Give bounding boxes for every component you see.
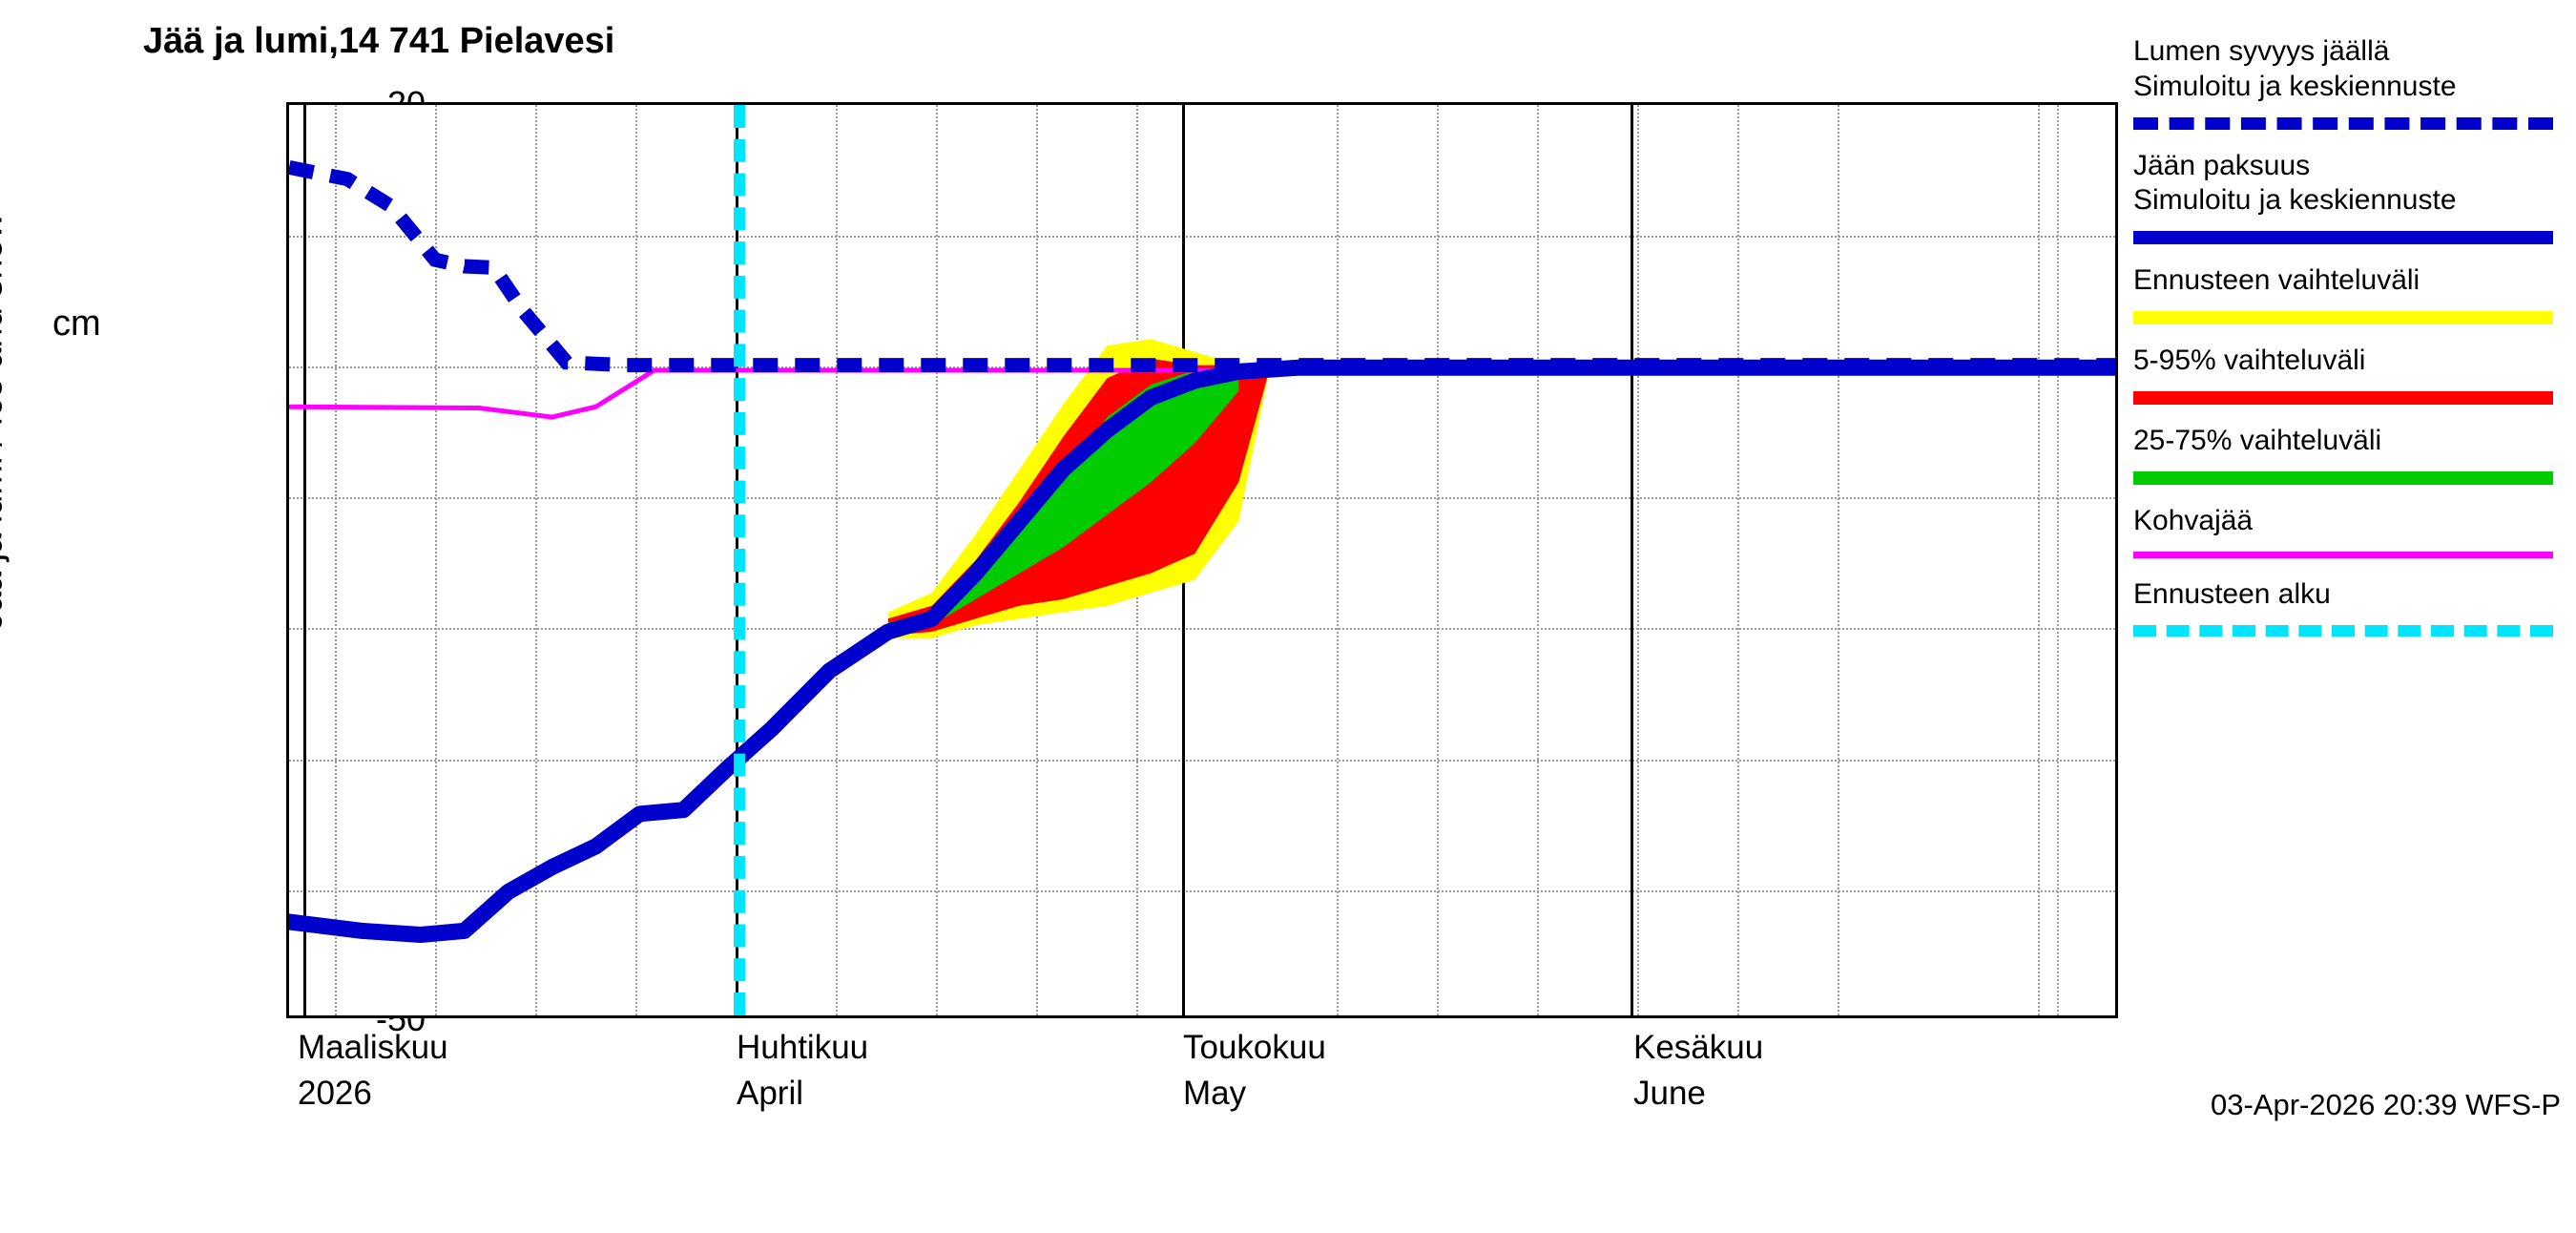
legend-swatch-5-95 bbox=[2133, 391, 2553, 406]
gridline-v-2 bbox=[435, 105, 437, 1015]
legend-label-ice-thickness-line2: Simuloitu ja keskiennuste bbox=[2133, 184, 2457, 217]
legend-item-forecast-start: Ennusteen alku bbox=[2133, 577, 2576, 637]
legend-swatch-25-75 bbox=[2133, 471, 2553, 486]
x-tick-april: Huhtikuu April bbox=[737, 1029, 869, 1112]
legend-label-snow-depth-line1: Lumen syvyys jäällä bbox=[2133, 35, 2390, 67]
plot-area bbox=[286, 102, 2118, 1018]
gridline-v-18 bbox=[2038, 105, 2040, 1015]
xtick-major-march bbox=[303, 105, 306, 1015]
legend-label-ice-thickness-line1: Jään paksuus bbox=[2133, 150, 2311, 182]
legend-label-forecast-start: Ennusteen alku bbox=[2133, 578, 2331, 611]
gridline-v-11 bbox=[1337, 105, 1339, 1015]
y-axis-title: Jää ja lumi / Ice and snow bbox=[0, 212, 10, 631]
series-kohvajaa bbox=[289, 367, 2115, 420]
legend-label-forecast-range: Ennusteen vaihteluväli bbox=[2133, 264, 2420, 297]
x-tick-june: Kesäkuu June bbox=[1633, 1029, 1764, 1112]
legend-swatch-kohvajaa bbox=[2133, 552, 2553, 559]
gridline-v-1 bbox=[335, 105, 337, 1015]
gridline-v-16 bbox=[1838, 105, 1839, 1015]
legend-swatch-forecast-start bbox=[2133, 625, 2553, 637]
legend: Lumen syvyys jäällä Simuloitu ja keskien… bbox=[2133, 34, 2576, 656]
x-tick-march: Maaliskuu 2026 bbox=[298, 1029, 448, 1112]
forecast-start-line bbox=[734, 105, 745, 1015]
legend-item-kohvajaa: Kohvajää bbox=[2133, 504, 2576, 559]
chart-svg bbox=[289, 160, 2115, 943]
gridline-v-12 bbox=[1437, 105, 1439, 1015]
legend-swatch-snow-depth bbox=[2133, 117, 2553, 131]
gridline-v-3 bbox=[535, 105, 537, 1015]
chart-title: Jää ja lumi,14 741 Pielavesi bbox=[143, 21, 615, 61]
legend-item-25-75: 25-75% vaihteluväli bbox=[2133, 424, 2576, 486]
y-axis-title-wrap: Jää ja lumi / Ice and snow bbox=[0, 0, 286, 954]
band-green bbox=[887, 365, 1239, 632]
legend-item-forecast-range: Ennusteen vaihteluväli bbox=[2133, 263, 2576, 325]
y-axis-unit: cm bbox=[52, 303, 101, 344]
series-snow-depth bbox=[289, 160, 2115, 373]
gridline-v-6 bbox=[836, 105, 838, 1015]
legend-label-snow-depth-line2: Simuloitu ja keskiennuste bbox=[2133, 70, 2457, 102]
x-tick-may: Toukokuu May bbox=[1183, 1029, 1326, 1112]
legend-swatch-ice-thickness bbox=[2133, 231, 2553, 245]
gridline-h-10 bbox=[289, 236, 2115, 238]
legend-label-kohvajaa: Kohvajää bbox=[2133, 505, 2254, 537]
gridline-v-14 bbox=[1637, 105, 1639, 1015]
gridline-v-19 bbox=[2057, 105, 2059, 1015]
gridline-v-13 bbox=[1537, 105, 1539, 1015]
series-ice-thickness bbox=[289, 359, 2115, 943]
footer-timestamp: 03-Apr-2026 20:39 WFS-P bbox=[2210, 1088, 2561, 1121]
gridline-h-m30 bbox=[289, 760, 2115, 762]
legend-item-ice-thickness: Jään paksuus Simuloitu ja keskiennuste bbox=[2133, 149, 2576, 245]
legend-label-5-95: 5-95% vaihteluväli bbox=[2133, 345, 2366, 377]
legend-label-25-75: 25-75% vaihteluväli bbox=[2133, 425, 2382, 457]
gridline-v-7 bbox=[936, 105, 938, 1015]
gridline-v-15 bbox=[1737, 105, 1739, 1015]
legend-swatch-forecast-range bbox=[2133, 311, 2553, 325]
gridline-h-m40 bbox=[289, 890, 2115, 892]
xtick-major-june bbox=[1631, 105, 1633, 1015]
legend-item-5-95: 5-95% vaihteluväli bbox=[2133, 344, 2576, 406]
gridline-h-m20 bbox=[289, 628, 2115, 630]
legend-item-snow-depth: Lumen syvyys jäällä Simuloitu ja keskien… bbox=[2133, 34, 2576, 131]
gridline-v-4 bbox=[635, 105, 637, 1015]
